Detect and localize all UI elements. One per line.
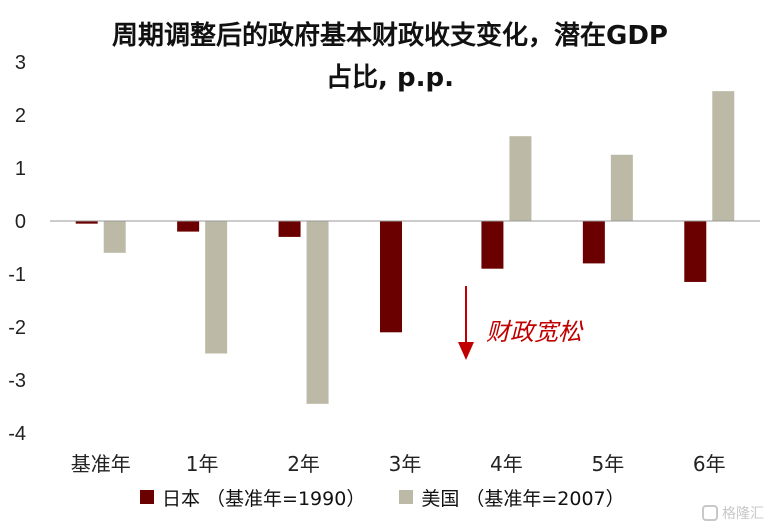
x-category-label: 1年 xyxy=(186,452,219,476)
bar-usa-0 xyxy=(103,221,126,253)
bar-japan-1 xyxy=(177,221,200,232)
y-tick-label: -3 xyxy=(8,370,26,392)
bar-japan-5 xyxy=(582,221,605,264)
x-category-label: 2年 xyxy=(287,452,320,476)
bar-usa-4 xyxy=(509,136,532,221)
watermark-text: 格隆汇 xyxy=(722,506,764,522)
x-category-label: 6年 xyxy=(693,452,726,476)
bar-usa-5 xyxy=(610,154,633,221)
x-axis-labels: 基准年 1年 2年 3年 4年 5年 6年 xyxy=(71,452,726,476)
fiscal-easing-arrow xyxy=(458,286,474,360)
bar-usa-2 xyxy=(306,221,329,404)
bar-japan-6 xyxy=(684,221,707,282)
bar-japan-4 xyxy=(481,221,504,269)
bar-japan-0 xyxy=(75,221,98,224)
fiscal-easing-annotation: 财政宽松 xyxy=(486,318,582,346)
y-tick-label: 3 xyxy=(15,52,26,74)
bar-usa-6 xyxy=(712,91,735,222)
x-category-label: 基准年 xyxy=(71,452,131,476)
x-category-label: 4年 xyxy=(490,452,523,476)
y-axis-labels: -4 -3 -2 -1 0 1 2 3 xyxy=(8,52,26,445)
y-tick-label: 2 xyxy=(15,105,26,127)
x-category-label: 3年 xyxy=(389,452,422,476)
legend-swatch-japan xyxy=(140,490,154,504)
legend-label-japan: 日本 （基准年=1990） xyxy=(162,487,366,510)
y-tick-label: 0 xyxy=(15,211,26,233)
legend-item-usa: 美国 （基准年=2007） xyxy=(399,484,625,511)
watermark-logo-icon xyxy=(702,505,718,521)
watermark: 格隆汇 xyxy=(702,503,764,523)
legend: 日本 （基准年=1990） 美国 （基准年=2007） xyxy=(140,482,659,512)
x-category-label: 5年 xyxy=(591,452,624,476)
bar-japan-2 xyxy=(278,221,301,237)
chart-title-line-2: 占比, p.p. xyxy=(326,63,454,93)
y-tick-label: -2 xyxy=(8,317,26,339)
legend-label-usa: 美国 （基准年=2007） xyxy=(421,487,625,510)
y-tick-label: -1 xyxy=(8,264,26,286)
legend-item-japan: 日本 （基准年=1990） xyxy=(140,484,365,511)
legend-swatch-usa xyxy=(399,490,414,504)
y-tick-label: 1 xyxy=(15,158,26,180)
y-tick-label: -4 xyxy=(8,423,26,445)
chart-title-line-1: 周期调整后的政府基本财政收支变化，潜在GDP xyxy=(112,21,668,51)
bars xyxy=(75,91,735,404)
bar-japan-3 xyxy=(380,221,402,333)
bar-usa-1 xyxy=(205,221,228,354)
